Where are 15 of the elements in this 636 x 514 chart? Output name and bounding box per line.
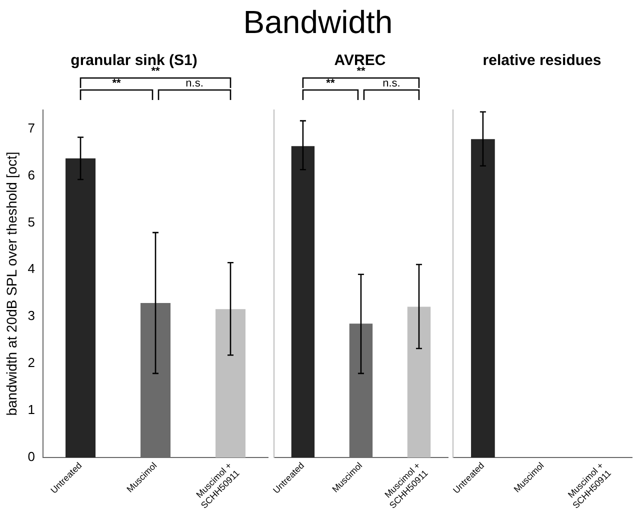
y-tick-label: 7 [28, 120, 36, 136]
chart-title: Bandwidth [242, 4, 394, 41]
text: ** [326, 78, 336, 90]
y-tick-label: 1 [28, 402, 36, 418]
text: n.s. [186, 78, 204, 90]
chart-title: relative residues [482, 52, 602, 70]
y-tick-label: 4 [28, 261, 36, 276]
y-tick-label: 5 [28, 214, 36, 230]
y-tick-label: 0 [28, 449, 36, 464]
text: n.s. [382, 78, 400, 90]
y-tick-label: 3 [28, 308, 36, 324]
y-tick-label: 2 [28, 355, 36, 370]
y-axis-title: bandwidth at 20dB SPL over theshold [oct] [3, 152, 20, 416]
text: ** [112, 78, 122, 90]
y-tick-label: 6 [28, 167, 36, 182]
